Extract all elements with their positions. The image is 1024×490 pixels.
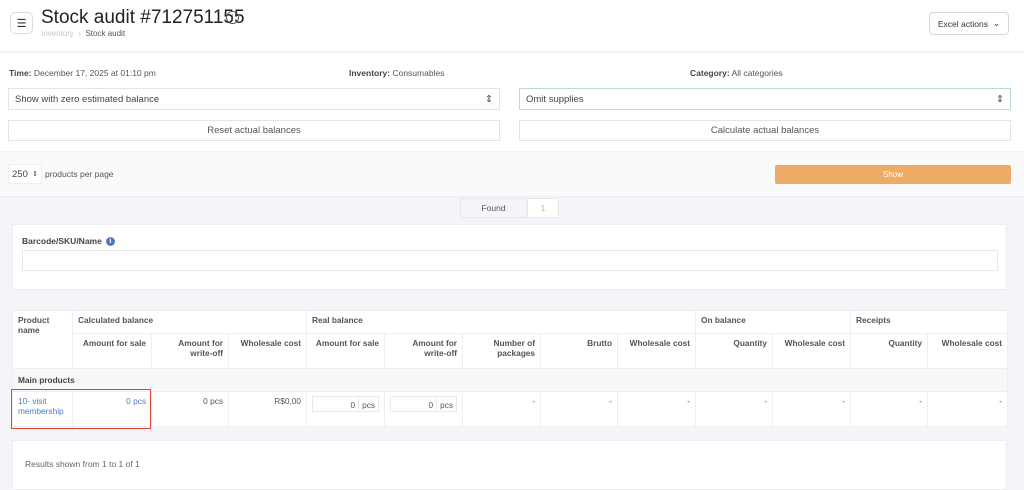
- excel-actions-label: Excel actions: [937, 18, 988, 29]
- table-row: 10- visit membership 0 pcs 0 pcs R$0,00 …: [12, 391, 1009, 427]
- balance-filter-select[interactable]: Show with zero estimated balance ⇕: [8, 88, 500, 110]
- calculate-balances-button[interactable]: Calculate actual balances: [519, 120, 1011, 141]
- col-rec-cost: Wholesale cost: [927, 333, 1009, 369]
- barcode-search-input[interactable]: [22, 250, 998, 271]
- header-real-balance: Real balance: [306, 310, 697, 334]
- per-page-label: products per page: [45, 169, 114, 179]
- menu-button[interactable]: ☰: [10, 12, 33, 34]
- results-card: [12, 440, 1007, 490]
- header-on-balance: On balance: [695, 310, 852, 334]
- header-receipts: Receipts: [850, 310, 1009, 334]
- supplies-filter-select[interactable]: Omit supplies ⇕: [519, 88, 1011, 110]
- show-button[interactable]: Show: [775, 165, 1011, 184]
- rec-cost: -: [927, 391, 1009, 427]
- sort-arrows-icon: ⇕: [485, 93, 493, 105]
- chevron-down-icon: ⌄: [992, 18, 1001, 28]
- product-link[interactable]: 10- visit membership: [12, 391, 73, 427]
- col-rec-qty: Quantity: [850, 333, 929, 369]
- col-real-writeoff: Amount for write-off: [384, 333, 464, 369]
- category-info: Category: All categories: [690, 68, 783, 78]
- section-main-products: Main products: [11, 368, 1009, 392]
- calc-writeoff: 0 pcs: [151, 391, 229, 427]
- audit-table: Product name Calculated balance Real bal…: [11, 310, 1009, 427]
- reset-balances-button[interactable]: Reset actual balances: [8, 120, 500, 141]
- col-calc-writeoff: Amount for write-off: [151, 333, 229, 369]
- search-label: Barcode/SKU/Name i: [22, 236, 115, 246]
- per-page-select[interactable]: 250 ⇕: [8, 164, 42, 184]
- packages: -: [462, 391, 542, 427]
- brutto: -: [540, 391, 619, 427]
- real-writeoff-input[interactable]: 0 pcs: [390, 396, 458, 412]
- col-real-sale: Amount for sale: [306, 333, 386, 369]
- highlight-box: [11, 389, 151, 429]
- col-real-cost: Wholesale cost: [617, 333, 697, 369]
- header-calculated-balance: Calculated balance: [71, 310, 308, 334]
- col-calc-sale: Amount for sale: [72, 333, 152, 369]
- col-calc-cost: Wholesale cost: [227, 333, 308, 369]
- sort-arrows-icon: ⇕: [996, 93, 1004, 105]
- calc-cost: R$0,00: [227, 391, 308, 427]
- tab-found[interactable]: Found: [460, 198, 527, 218]
- real-sale-input[interactable]: 0 pcs: [312, 396, 380, 412]
- header-product-name: Product name: [12, 310, 73, 369]
- real-cost: -: [617, 391, 697, 427]
- breadcrumb-inventory[interactable]: Inventory: [41, 29, 74, 38]
- hamburger-icon: ☰: [16, 17, 27, 30]
- info-icon[interactable]: i: [105, 236, 115, 246]
- col-on-cost: Wholesale cost: [772, 333, 852, 369]
- time-info: Time: December 17, 2025 at 01:10 pm: [9, 68, 156, 78]
- col-on-qty: Quantity: [695, 333, 774, 369]
- calc-sale-link[interactable]: 0 pcs: [72, 391, 152, 427]
- on-qty: -: [695, 391, 774, 427]
- breadcrumb-current: Stock audit: [85, 29, 126, 38]
- found-count: 1: [527, 198, 559, 218]
- page-title: Stock audit #712751155: [41, 7, 245, 28]
- rec-qty: -: [850, 391, 929, 427]
- inventory-info: Inventory: Consumables: [349, 68, 445, 78]
- page-header: [0, 0, 1024, 52]
- results-summary: Results shown from 1 to 1 of 1: [25, 459, 140, 469]
- breadcrumb: Inventory › Stock audit: [41, 29, 126, 38]
- col-brutto: Brutto: [540, 333, 619, 369]
- col-packages: Number of packages: [462, 333, 542, 369]
- on-cost: -: [772, 391, 852, 427]
- info-icon[interactable]: i: [226, 11, 239, 24]
- excel-actions-button[interactable]: Excel actions ⌄: [929, 12, 1009, 35]
